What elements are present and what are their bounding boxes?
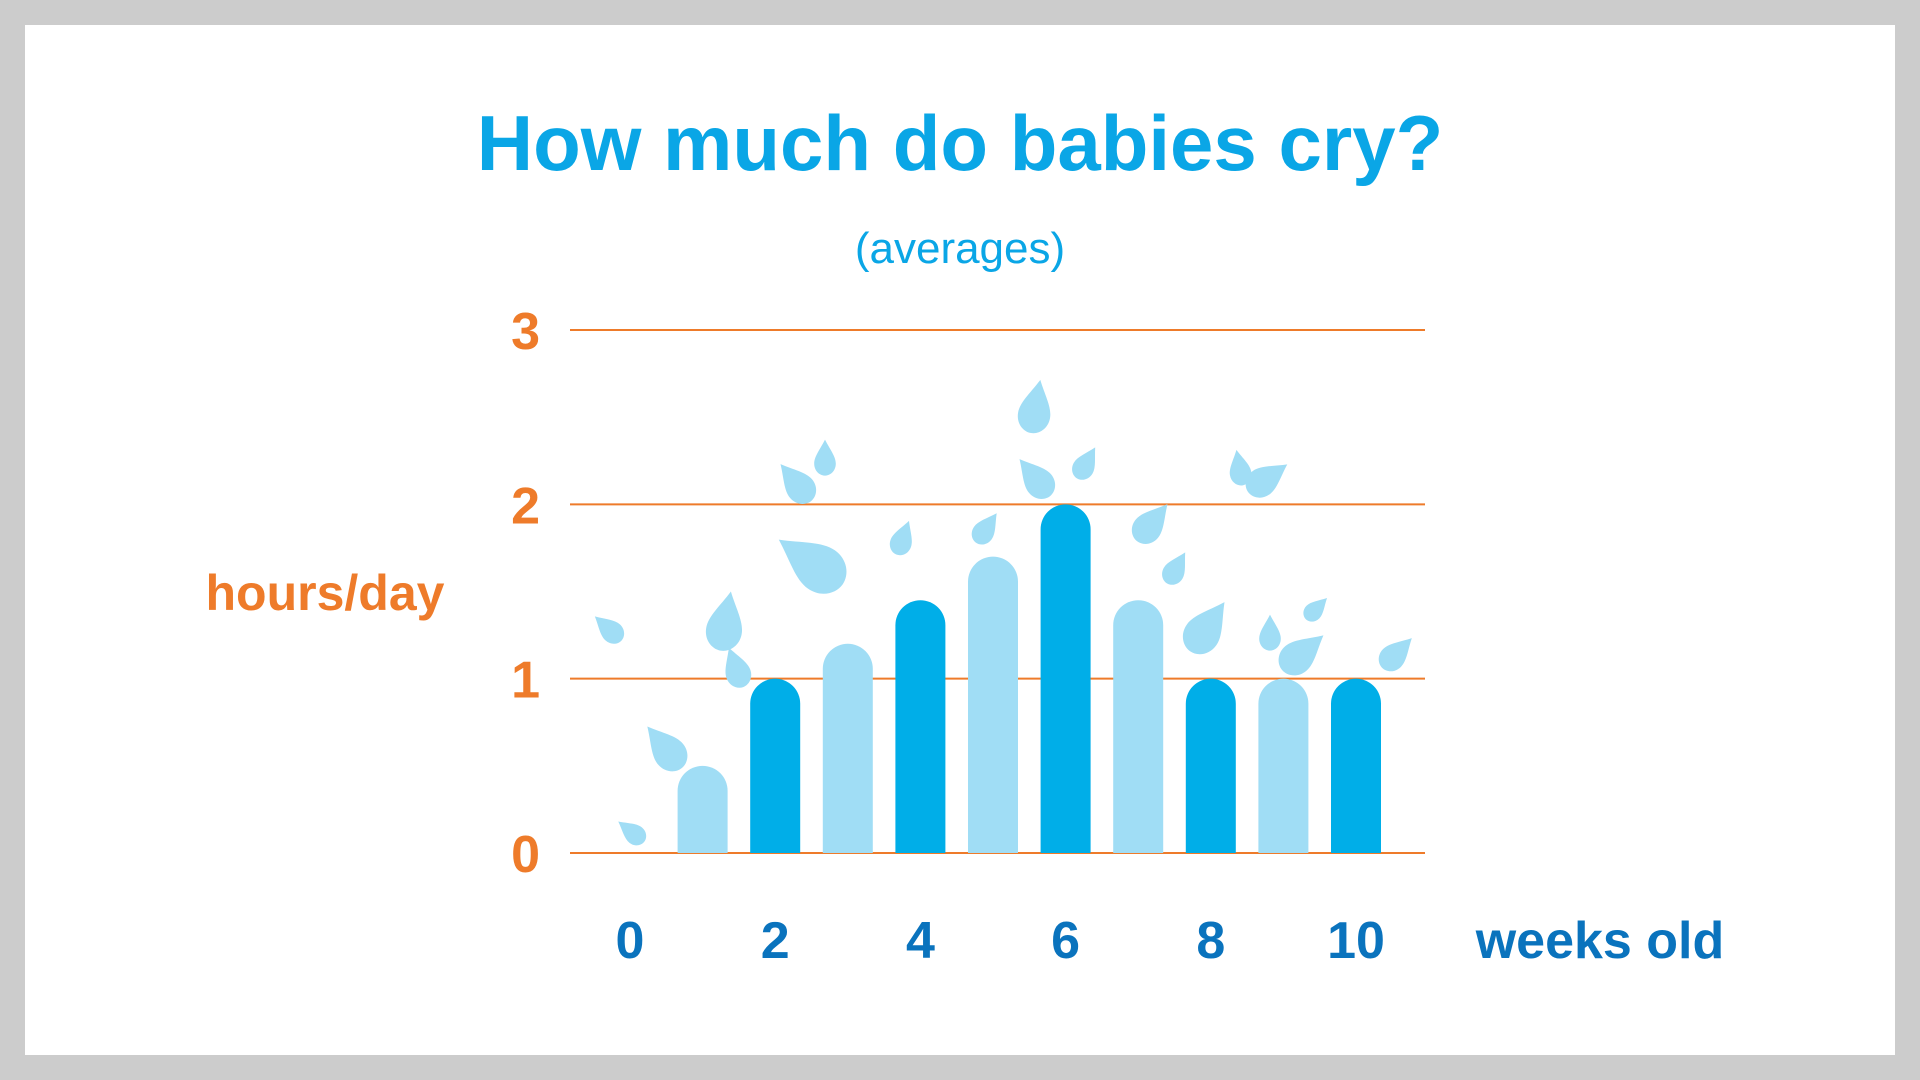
bar-week-8 bbox=[1185, 678, 1236, 853]
tear-drop-icon bbox=[889, 520, 912, 556]
x-axis-label: weeks old bbox=[1475, 912, 1725, 970]
y-tick-label-2: 2 bbox=[511, 477, 540, 535]
tear-drop-icon bbox=[1245, 464, 1288, 498]
bar-week-10 bbox=[1331, 678, 1381, 853]
tear-drop-icon bbox=[618, 821, 647, 846]
x-tick-label-6: 6 bbox=[1051, 912, 1080, 970]
bar-week-1 bbox=[677, 765, 728, 853]
bar-chart: How much do babies cry? (averages) hours… bbox=[206, 99, 1725, 970]
tear-drop-icon bbox=[1278, 635, 1324, 676]
tear-drop-icon bbox=[1182, 602, 1225, 655]
x-tick-label-10: 10 bbox=[1327, 912, 1385, 970]
x-tick-label-0: 0 bbox=[616, 912, 645, 970]
tear-drop-icon bbox=[1259, 614, 1281, 651]
tear-drop-icon bbox=[1229, 449, 1252, 486]
tear-drop-icon bbox=[594, 616, 625, 644]
tear-drop-icon bbox=[1019, 459, 1056, 499]
tear-drop-icon bbox=[725, 647, 752, 688]
bar-week-7 bbox=[1113, 600, 1164, 853]
y-axis-label: hours/day bbox=[206, 565, 445, 621]
tear-drop-icon bbox=[1303, 597, 1328, 622]
bar-week-4 bbox=[895, 600, 946, 853]
bar-week-3 bbox=[822, 643, 873, 853]
bar-week-9 bbox=[1258, 678, 1309, 853]
x-ticks: 0 2 4 6 8 10 bbox=[616, 912, 1385, 970]
chart-subtitle: (averages) bbox=[855, 224, 1065, 273]
y-ticks: 0 1 2 3 bbox=[511, 303, 540, 884]
tear-drop-icon bbox=[971, 513, 997, 545]
y-tick-label-1: 1 bbox=[511, 652, 540, 710]
bar-week-6 bbox=[1040, 504, 1091, 853]
tear-drops bbox=[594, 379, 1412, 846]
chart-card: How much do babies cry? (averages) hours… bbox=[25, 25, 1895, 1055]
chart-title: How much do babies cry? bbox=[477, 99, 1444, 187]
x-tick-label-2: 2 bbox=[761, 912, 790, 970]
y-tick-label-0: 0 bbox=[511, 826, 540, 884]
tear-drop-icon bbox=[1017, 379, 1051, 434]
bars bbox=[677, 504, 1381, 853]
tear-drop-icon bbox=[1378, 638, 1412, 672]
tear-drop-icon bbox=[1162, 552, 1186, 585]
bar-week-5 bbox=[968, 556, 1018, 853]
bar-week-2 bbox=[750, 678, 801, 853]
tear-drop-icon bbox=[778, 539, 847, 594]
x-tick-label-8: 8 bbox=[1196, 912, 1225, 970]
x-tick-label-4: 4 bbox=[906, 912, 935, 970]
tear-drop-icon bbox=[647, 726, 688, 772]
y-tick-label-3: 3 bbox=[511, 303, 540, 361]
tear-drop-icon bbox=[1131, 504, 1168, 544]
tear-drop-icon bbox=[780, 464, 817, 504]
tear-drop-icon bbox=[814, 439, 836, 476]
tear-drop-icon bbox=[705, 591, 743, 651]
tear-drop-icon bbox=[1072, 447, 1096, 480]
